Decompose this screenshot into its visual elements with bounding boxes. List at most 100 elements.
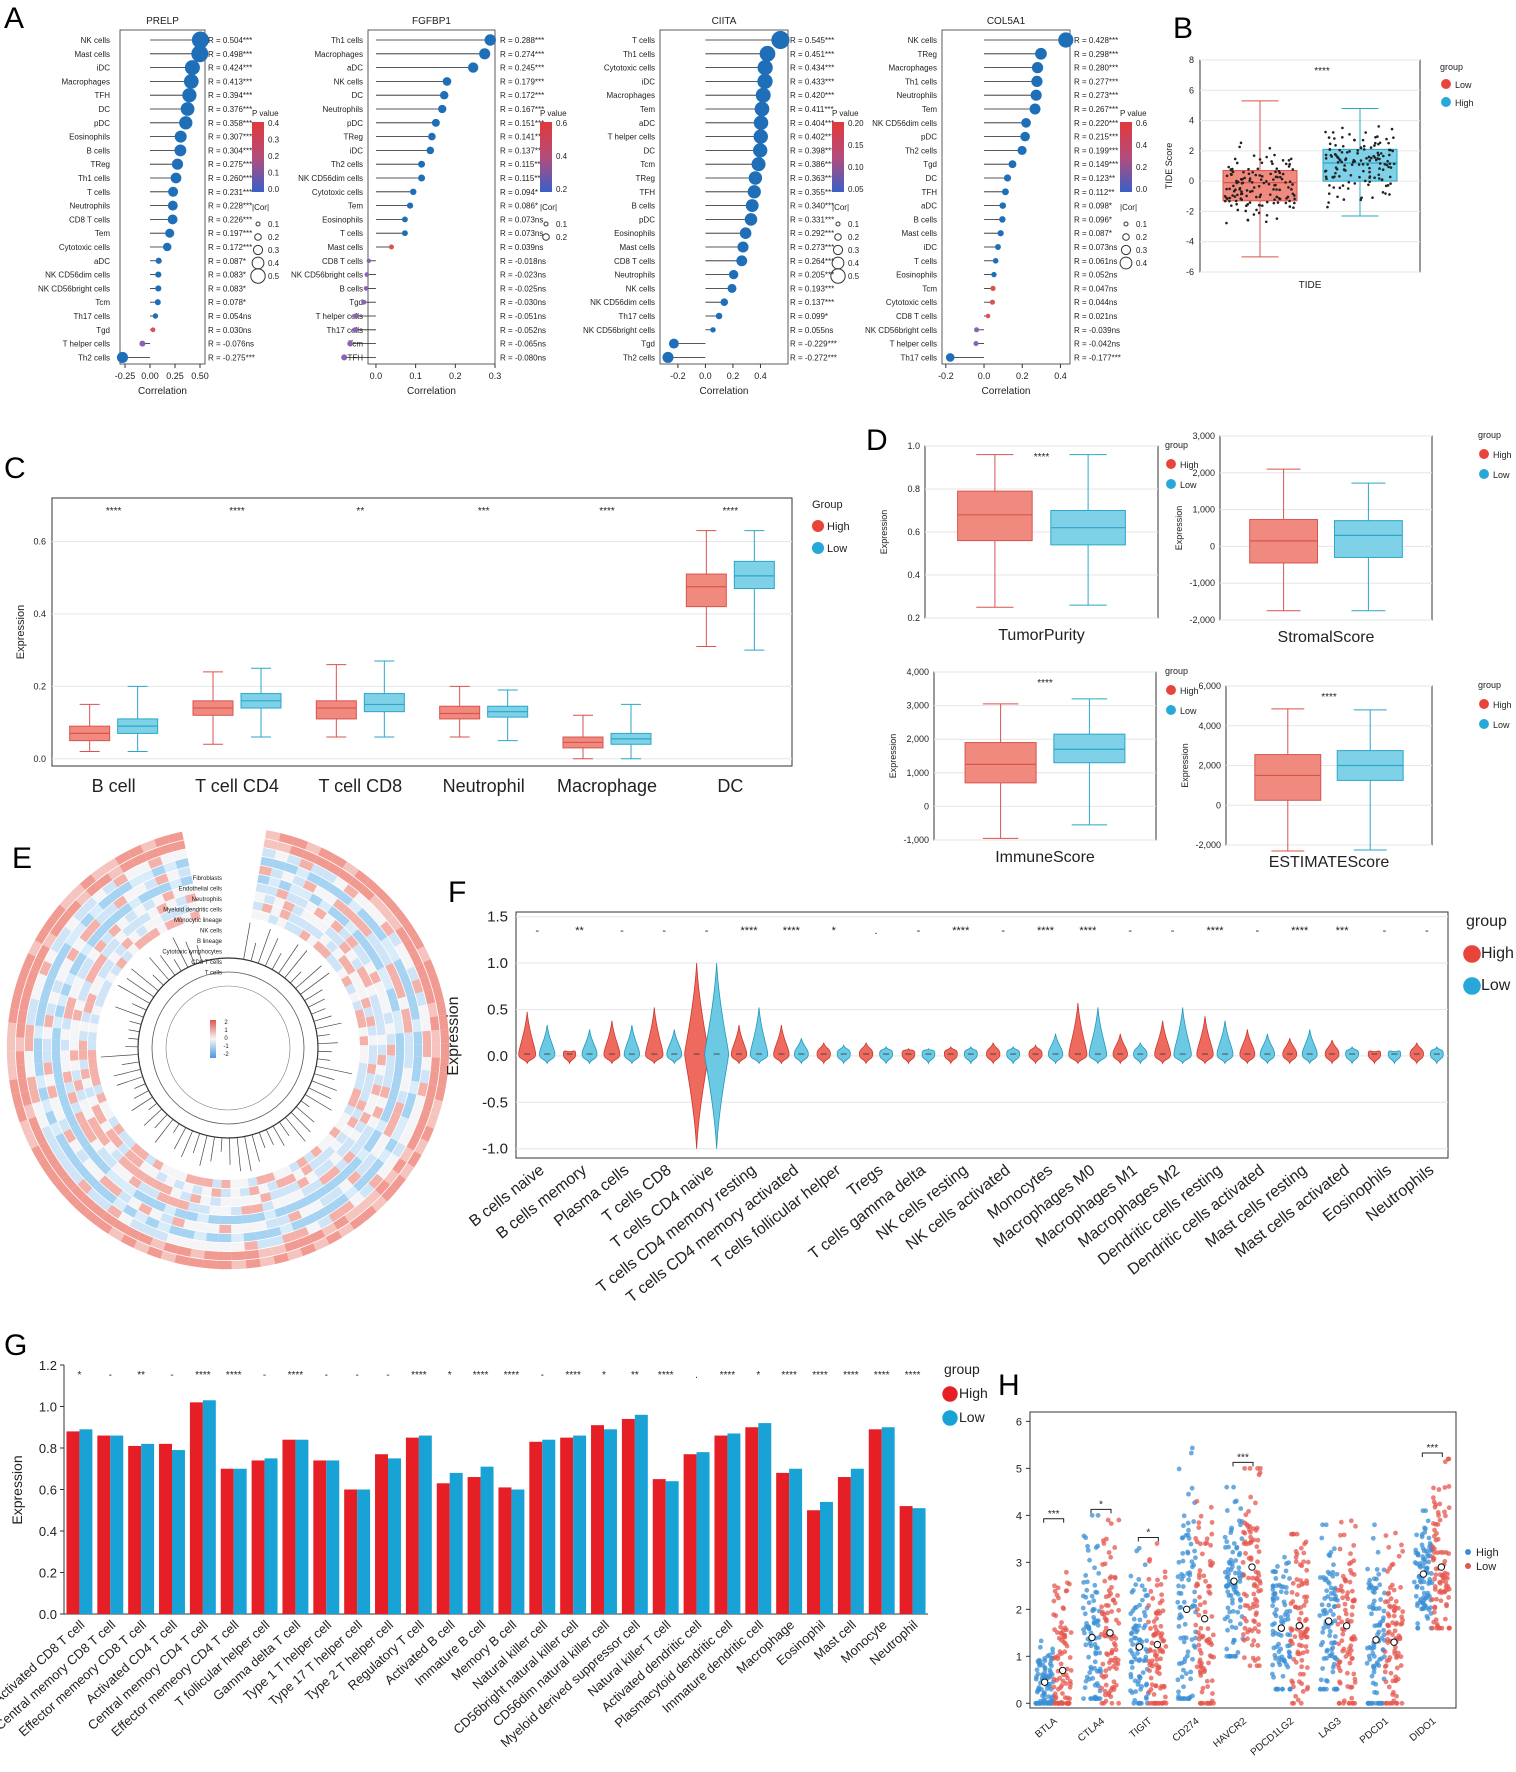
scatter-point bbox=[1365, 1700, 1371, 1706]
scatter-point bbox=[1446, 1456, 1452, 1462]
violin-shape bbox=[1345, 1045, 1359, 1065]
scatter-point bbox=[1349, 1588, 1355, 1594]
violin-shape bbox=[1429, 1045, 1444, 1065]
scatter-point bbox=[1349, 1612, 1355, 1618]
heatmap-cell bbox=[16, 1023, 26, 1038]
lollipop-r-label: R = 0.264*** bbox=[790, 257, 834, 266]
scatter-point bbox=[1281, 1574, 1286, 1580]
scatter-point bbox=[1148, 1589, 1154, 1594]
heatmap-cell bbox=[342, 1150, 356, 1165]
scatter-point bbox=[1229, 1564, 1235, 1570]
heatmap-cell bbox=[80, 912, 95, 928]
heatmap-cell bbox=[379, 952, 393, 967]
scatter-point bbox=[1038, 1638, 1044, 1644]
lollipop-r-label: R = 0.273*** bbox=[1074, 91, 1118, 100]
lollipop-r-label: R = -0.229*** bbox=[790, 340, 837, 349]
heatmap-cell bbox=[28, 940, 43, 957]
jitter-point bbox=[1240, 190, 1243, 193]
scatter-point bbox=[1088, 1664, 1094, 1670]
scatter-point bbox=[1081, 1579, 1087, 1585]
heatmap-cell bbox=[128, 1175, 142, 1189]
heatmap-cell bbox=[135, 925, 149, 938]
scatter-point bbox=[1103, 1682, 1109, 1688]
significance-label: *** bbox=[1426, 1443, 1438, 1454]
scatter-point bbox=[1099, 1673, 1105, 1679]
lollipop-cell-label: Tcm bbox=[348, 340, 363, 349]
heatmap-cell bbox=[101, 917, 116, 931]
lollipop-r-label: R = 0.304*** bbox=[208, 146, 252, 155]
legend-title: group bbox=[1478, 430, 1501, 440]
scatter-point bbox=[1099, 1604, 1105, 1610]
significance-label: - bbox=[662, 925, 666, 937]
heatmap-cell bbox=[128, 930, 141, 944]
heatmap-cell bbox=[60, 1039, 70, 1051]
lollipop-dot bbox=[442, 77, 452, 86]
significance-label: *** bbox=[1048, 1509, 1060, 1520]
heatmap-cell bbox=[440, 1043, 450, 1059]
heatmap-cell bbox=[175, 858, 190, 869]
lollipop-cell-label: Neutrophils bbox=[897, 91, 937, 100]
heatmap-cell bbox=[318, 933, 332, 947]
scatter-point bbox=[1400, 1609, 1406, 1615]
heatmap-cell bbox=[292, 1168, 305, 1181]
heatmap-cell bbox=[411, 978, 424, 994]
scatter-point bbox=[1296, 1583, 1302, 1589]
jitter-point bbox=[1361, 163, 1365, 166]
y-tick-label: 0.5 bbox=[487, 1001, 508, 1018]
lollipop-cell-label: Tgd bbox=[641, 340, 655, 349]
x-category-label: Macrophage bbox=[557, 776, 657, 796]
scatter-point bbox=[1059, 1620, 1064, 1625]
heatmap-cell bbox=[327, 905, 342, 920]
lollipop-dot bbox=[1021, 117, 1031, 128]
scatter-point bbox=[1346, 1561, 1352, 1567]
scatter-point bbox=[1197, 1594, 1202, 1600]
scatter-point bbox=[1379, 1700, 1385, 1706]
scatter-point bbox=[1102, 1688, 1108, 1694]
lollipop-dot bbox=[1029, 103, 1041, 115]
scatter-point bbox=[1159, 1631, 1165, 1637]
dendrogram-branch bbox=[285, 1117, 306, 1142]
bar-high bbox=[745, 1427, 759, 1614]
cor-tick-label: 0.2 bbox=[556, 233, 568, 242]
heatmap-cell bbox=[362, 1081, 373, 1094]
scatter-point bbox=[1162, 1694, 1168, 1700]
x-category-label: PDCD1 bbox=[1358, 1716, 1391, 1746]
lollipop-r-label: R = 0.228*** bbox=[208, 202, 252, 211]
heatmap-cell bbox=[318, 899, 333, 913]
bar-low bbox=[418, 1435, 432, 1614]
heatmap-cell bbox=[62, 1071, 73, 1084]
heatmap-cell bbox=[255, 1229, 270, 1241]
heatmap-cell bbox=[87, 918, 102, 934]
box-body bbox=[1333, 520, 1403, 558]
scatter-point bbox=[1094, 1590, 1100, 1595]
heatmap-cell bbox=[263, 1209, 277, 1221]
scatter-point bbox=[1233, 1625, 1239, 1631]
scatter-point bbox=[1341, 1646, 1347, 1652]
jitter-point bbox=[1334, 153, 1338, 157]
heatmap-cell bbox=[291, 925, 304, 937]
scatter-point bbox=[1037, 1663, 1042, 1668]
jitter-point bbox=[1271, 162, 1274, 166]
heatmap-cell bbox=[273, 1252, 290, 1265]
heatmap-cell bbox=[308, 1158, 321, 1171]
box-body bbox=[1254, 754, 1322, 801]
pvalue-tick-label: 0.6 bbox=[1136, 119, 1148, 128]
lollipop-r-label: R = 0.420*** bbox=[790, 91, 834, 100]
scatter-point bbox=[1251, 1638, 1257, 1644]
significance-label: . bbox=[875, 925, 878, 937]
scatter-point bbox=[1298, 1545, 1304, 1551]
scatter-point bbox=[1202, 1600, 1208, 1605]
heatmap-cell bbox=[373, 980, 386, 994]
scatter-point bbox=[1383, 1533, 1389, 1539]
scatter-point bbox=[1413, 1593, 1419, 1599]
heatmap-cell bbox=[291, 1189, 305, 1202]
heatmap-cell bbox=[29, 1088, 41, 1104]
pvalue-legend-title: P value bbox=[540, 109, 567, 118]
jitter-point bbox=[1336, 195, 1339, 199]
scatter-point bbox=[1446, 1484, 1452, 1489]
scatter-point bbox=[1276, 1649, 1282, 1655]
dendrogram-branch bbox=[172, 937, 189, 968]
heatmap-cell bbox=[104, 1141, 117, 1155]
heatmap-cell bbox=[350, 914, 365, 929]
pvalue-tick-label: 0.0 bbox=[1136, 185, 1148, 194]
